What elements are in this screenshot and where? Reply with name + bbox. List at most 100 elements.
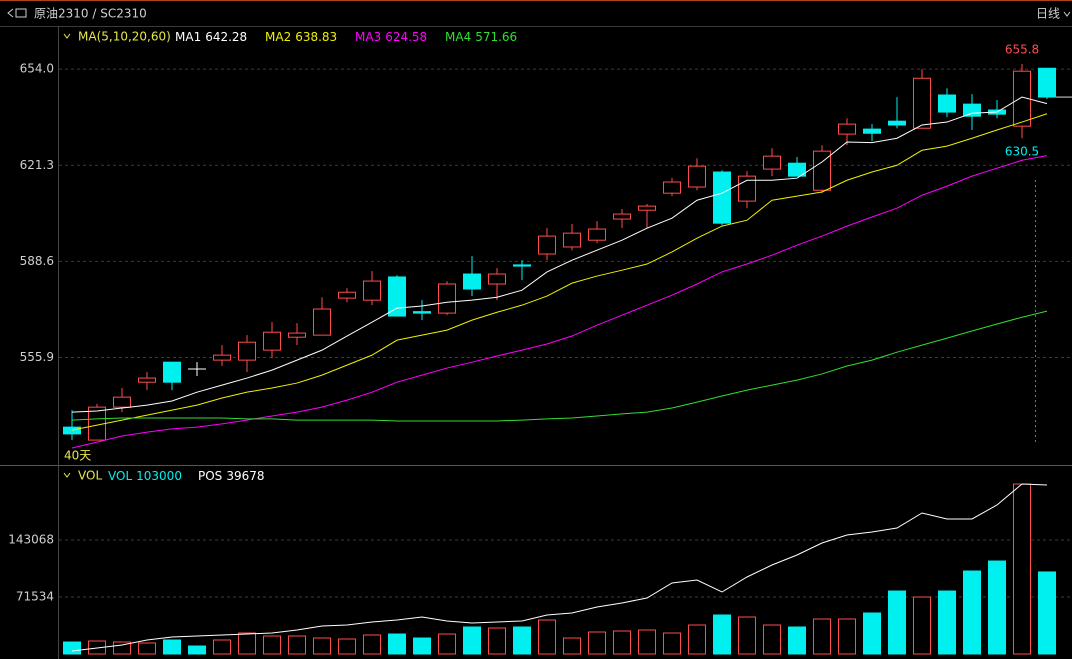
volume-bar [263, 635, 281, 655]
contract-title: 原油2310 / SC2310 [34, 7, 147, 21]
volume-bar [1038, 571, 1056, 655]
volume-bar [338, 638, 356, 655]
legend-value: 571.66 [475, 30, 517, 44]
candle-body [388, 276, 406, 317]
volume-bar [388, 633, 406, 655]
legend-entry: MA2 638.83 [265, 30, 337, 44]
volume-bar [463, 626, 481, 655]
candle-body [888, 120, 906, 126]
back-icon[interactable] [7, 8, 27, 18]
ma-line [71, 113, 1048, 431]
volume-bar [238, 632, 256, 655]
legend-entry: VOL 103000 [108, 469, 182, 483]
volume-bar [688, 624, 706, 655]
candle-body [413, 311, 431, 314]
candle-body [913, 77, 931, 129]
candle-body [663, 181, 681, 194]
candle-body [613, 213, 631, 220]
legend-name: MA4 [445, 30, 471, 44]
y-tick-label: 654.0 [20, 62, 54, 76]
volume-bar [913, 596, 931, 655]
volume-bar [638, 629, 656, 655]
legend-value: 642.28 [205, 30, 247, 44]
volume-bar [163, 639, 181, 655]
period-caret[interactable] [1063, 11, 1071, 17]
volume-bar [288, 635, 306, 655]
volume-bar [413, 637, 431, 655]
candle-body [938, 94, 956, 113]
ma-line [71, 96, 1048, 413]
candle-body [863, 128, 881, 134]
candle-body [813, 150, 831, 191]
volume-bar [313, 637, 331, 655]
legend-name: POS [198, 469, 222, 483]
candle-body [138, 377, 156, 383]
volume-bar [663, 632, 681, 655]
volume-bar [588, 631, 606, 655]
indicator-caret[interactable] [63, 33, 71, 39]
indicator-label[interactable]: VOL [78, 469, 102, 483]
pos-line [71, 483, 1048, 652]
high-label: 655.8 [1005, 42, 1039, 56]
volume-bar [938, 590, 956, 655]
legend-entry: MA4 571.66 [445, 30, 517, 44]
volume-bar [538, 619, 556, 655]
ma-line [71, 310, 1048, 422]
volume-bar [988, 560, 1006, 655]
legend-value: 624.58 [385, 30, 427, 44]
candle-body [338, 291, 356, 299]
volume-bar [213, 639, 231, 655]
candle-body [438, 283, 456, 314]
candle-body [963, 103, 981, 117]
candle-body [288, 332, 306, 338]
candle-body [688, 165, 706, 188]
legend-name: MA2 [265, 30, 291, 44]
y-tick-label: 621.3 [20, 158, 54, 172]
candle-body [163, 361, 181, 383]
candle-body [113, 396, 131, 408]
indicator-label[interactable]: MA(5,10,20,60) [78, 30, 171, 44]
candle-body [588, 228, 606, 241]
legend-entry: MA3 624.58 [355, 30, 427, 44]
candle-body [63, 426, 81, 435]
legend-entry: POS 39678 [198, 469, 265, 483]
ma-line [71, 155, 1048, 449]
volume-bar [138, 642, 156, 655]
candle-body [713, 171, 731, 224]
legend-name: MA1 [175, 30, 201, 44]
indicator-caret[interactable] [63, 472, 71, 478]
volume-bar [363, 634, 381, 655]
volume-bar [738, 616, 756, 655]
candle-body [513, 264, 531, 267]
volume-bar [1013, 483, 1031, 655]
legend-entry: MA1 642.28 [175, 30, 247, 44]
volume-bar [788, 626, 806, 655]
period-selector[interactable]: 日线 [1036, 7, 1060, 21]
candle-body [838, 123, 856, 135]
candle-body [763, 155, 781, 170]
candle-body [263, 331, 281, 351]
y-tick-label: 143068 [8, 533, 54, 547]
candle-body [788, 162, 806, 177]
candle-body [1013, 70, 1031, 127]
candle-body [488, 273, 506, 285]
y-tick-label: 555.9 [20, 350, 54, 364]
low-label: 630.5 [1005, 145, 1039, 159]
candle-body [638, 205, 656, 211]
candle-body [463, 273, 481, 290]
legend-value: 638.83 [295, 30, 337, 44]
volume-bar [113, 641, 131, 655]
candle-body [213, 354, 231, 361]
volume-bar [613, 630, 631, 655]
volume-bar [188, 645, 206, 655]
volume-bar [838, 618, 856, 655]
candle-body [538, 235, 556, 255]
volume-bar [488, 627, 506, 655]
volume-bar [813, 618, 831, 655]
volume-bar [963, 570, 981, 655]
volume-bar [563, 637, 581, 655]
y-tick-label: 71534 [16, 590, 54, 604]
legend-value: 39678 [226, 469, 264, 483]
